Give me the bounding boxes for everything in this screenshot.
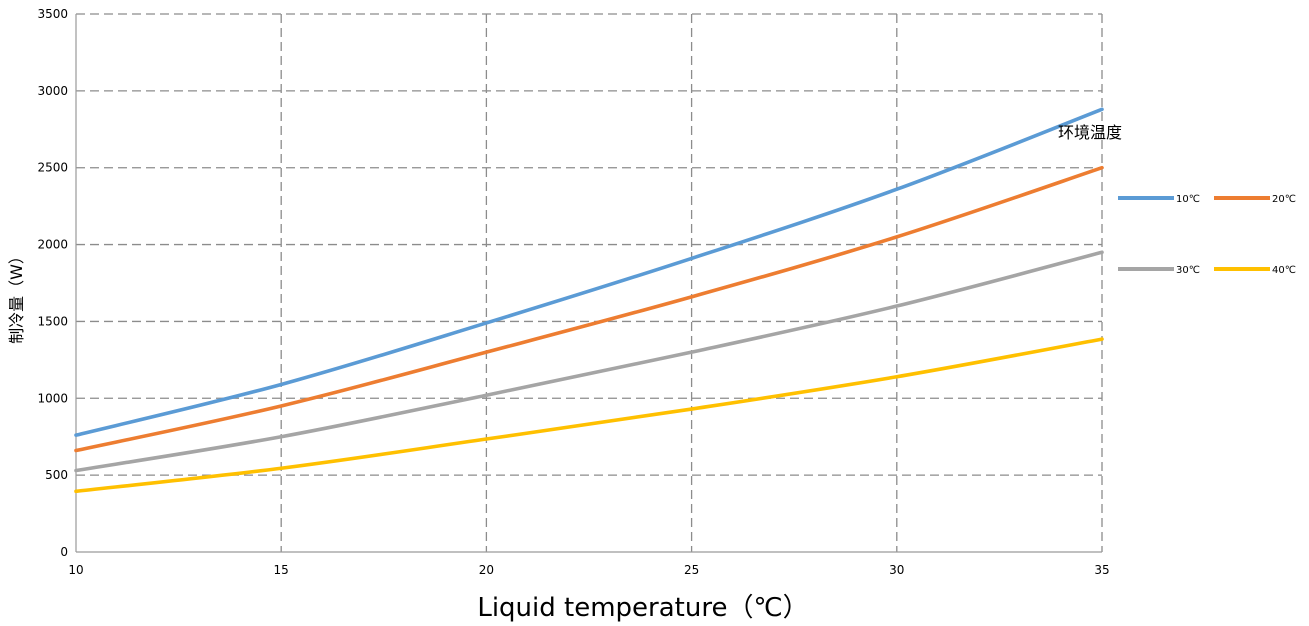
x-tick-label: 30	[889, 563, 904, 577]
y-tick-label: 0	[60, 545, 68, 559]
series-line-2	[74, 165, 1104, 453]
series-line-3	[74, 250, 1104, 473]
y-tick-label: 2500	[37, 161, 68, 175]
x-tick-label: 10	[68, 563, 83, 577]
x-tick-label: 35	[1094, 563, 1109, 577]
legend-label-1: 10℃	[1176, 194, 1200, 205]
legend: 环境温度 10℃ 20℃ 30℃ 40℃	[1058, 123, 1296, 276]
y-tick-label: 3000	[37, 84, 68, 98]
legend-label-4: 40℃	[1272, 265, 1296, 276]
series-line-1	[74, 107, 1104, 437]
x-tick-label: 15	[274, 563, 289, 577]
y-tick-label: 3500	[37, 7, 68, 21]
legend-label-2: 20℃	[1272, 194, 1296, 205]
grid-lines	[76, 13, 1103, 552]
y-tick-label: 2000	[37, 238, 68, 252]
x-tick-label: 20	[479, 563, 494, 577]
x-tick-labels: 10 15 20 25 30 35	[68, 563, 1109, 577]
y-tick-label: 500	[45, 468, 68, 482]
legend-title: 环境温度	[1058, 123, 1122, 142]
y-axis-label: 制冷量（W）	[7, 248, 26, 344]
legend-label-3: 30℃	[1176, 265, 1200, 276]
x-tick-label: 25	[684, 563, 699, 577]
y-tick-labels: 0 500 1000 1500 2000 2500 3000 3500	[37, 7, 68, 559]
axes	[75, 14, 1102, 553]
y-tick-label: 1000	[37, 391, 68, 405]
series-lines	[74, 107, 1104, 494]
y-tick-label: 1500	[37, 314, 68, 328]
x-axis-label: Liquid temperature（℃）	[477, 593, 808, 623]
series-line-4	[74, 337, 1104, 494]
